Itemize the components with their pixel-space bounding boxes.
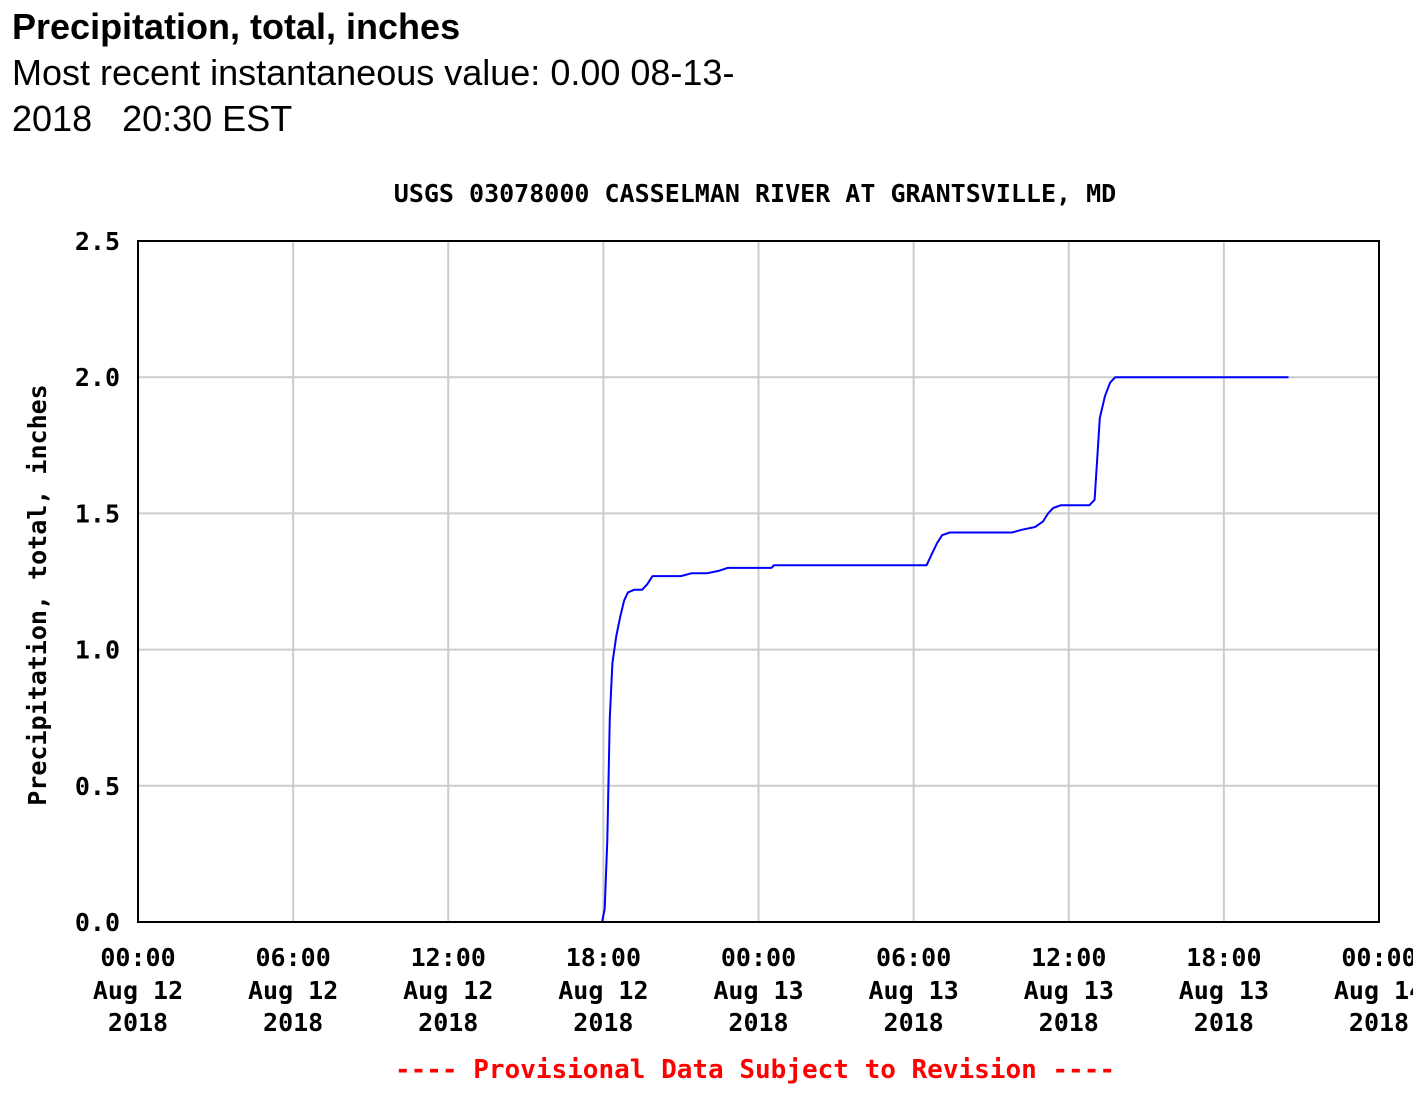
plot-frame [137,240,1380,923]
series-line-precipitation [138,376,1289,923]
x-tick-year-label: 2018 [1039,1008,1099,1037]
x-tick-time-label: 12:00 [411,943,486,972]
x-tick: 00:00 Aug 14 2018 [1334,943,1413,1037]
y-tick-label: 0.5 [75,772,120,801]
y-axis-label: Precipitation, total, inches [23,384,52,805]
x-tick-date-label: Aug 12 [248,976,338,1005]
x-tick-time-label: 00:00 [721,943,796,972]
x-tick: 18:00 Aug 12 2018 [558,943,648,1037]
x-tick-date-label: Aug 12 [93,976,183,1005]
x-tick-time-label: 18:00 [566,943,641,972]
x-tick-year-label: 2018 [108,1008,168,1037]
x-tick-year-label: 2018 [1349,1008,1409,1037]
series-layer [138,376,1289,923]
x-tick-time-label: 00:00 [1341,943,1413,972]
x-tick: 12:00 Aug 13 2018 [1024,943,1114,1037]
x-tick: 00:00 Aug 13 2018 [713,943,803,1037]
x-tick-year-label: 2018 [884,1008,944,1037]
x-tick-date-label: Aug 14 [1334,976,1413,1005]
x-tick-time-label: 00:00 [100,943,175,972]
y-tick-label: 1.5 [75,499,120,528]
x-axis-ticks: 00:00 Aug 12 2018 06:00 Aug 12 2018 12:00 Aug 1… [93,943,1413,1037]
header: Precipitation, total, inches Most recent… [12,4,832,142]
x-tick-time-label: 06:00 [876,943,951,972]
x-tick-year-label: 2018 [1194,1008,1254,1037]
y-tick-label: 2.0 [75,363,120,392]
chart-title: USGS 03078000 CASSELMAN RIVER AT GRANTSV… [394,179,1116,208]
y-tick-label: 0.0 [75,908,120,937]
x-tick-date-label: Aug 12 [403,976,493,1005]
x-tick-time-label: 06:00 [255,943,330,972]
grid [137,240,1380,923]
x-tick: 00:00 Aug 12 2018 [93,943,183,1037]
x-tick-year-label: 2018 [728,1008,788,1037]
x-tick-time-label: 12:00 [1031,943,1106,972]
x-tick-date-label: Aug 13 [1179,976,1269,1005]
x-tick-year-label: 2018 [573,1008,633,1037]
x-tick-date-label: Aug 13 [713,976,803,1005]
recent-value-line1: Most recent instantaneous value: 0.00 08… [12,52,735,93]
x-tick-time-label: 18:00 [1186,943,1261,972]
recent-value-line2: 2018 20:30 EST [12,98,293,139]
x-tick-date-label: Aug 13 [1024,976,1114,1005]
x-tick: 06:00 Aug 13 2018 [868,943,958,1037]
x-tick: 12:00 Aug 12 2018 [403,943,493,1037]
x-tick-date-label: Aug 12 [558,976,648,1005]
provisional-data-note: ---- Provisional Data Subject to Revisio… [395,1055,1115,1085]
x-tick: 18:00 Aug 13 2018 [1179,943,1269,1037]
recent-value: Most recent instantaneous value: 0.00 08… [12,50,832,142]
x-tick-date-label: Aug 13 [868,976,958,1005]
parameter-title: Precipitation, total, inches [12,6,461,47]
y-tick-label: 2.5 [75,227,120,256]
y-tick-label: 1.0 [75,636,120,665]
x-tick-year-label: 2018 [263,1008,323,1037]
y-axis-ticks: 0.0 0.5 1.0 1.5 2.0 2.5 [75,227,120,937]
x-tick-year-label: 2018 [418,1008,478,1037]
x-tick: 06:00 Aug 12 2018 [248,943,338,1037]
